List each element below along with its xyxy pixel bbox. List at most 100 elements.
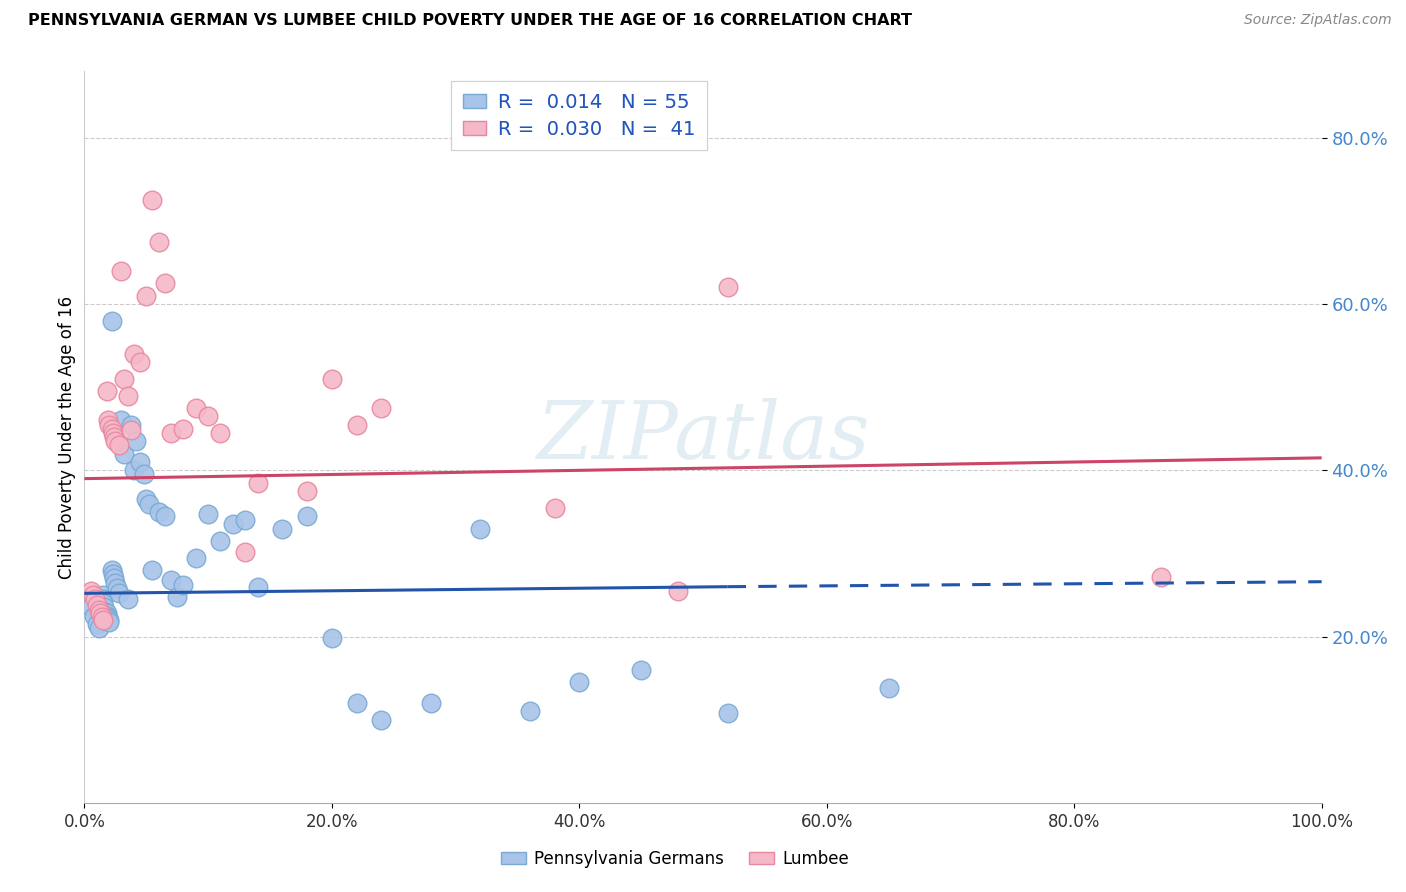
Point — [105, 582, 128, 596]
Point — [209, 425, 232, 440]
Y-axis label: Child Poverty Under the Age of 16: Child Poverty Under the Age of 16 — [58, 295, 76, 579]
Point — [132, 467, 155, 482]
Point — [717, 280, 740, 294]
Point — [94, 605, 117, 619]
Point — [89, 607, 111, 621]
Point — [125, 434, 148, 449]
Point — [110, 264, 132, 278]
Point — [98, 417, 121, 432]
Point — [419, 696, 441, 710]
Point — [97, 611, 120, 625]
Point — [233, 545, 256, 559]
Point — [101, 567, 124, 582]
Point — [141, 563, 163, 577]
Point — [184, 550, 207, 565]
Point — [97, 413, 120, 427]
Point — [184, 401, 207, 415]
Point — [135, 492, 157, 507]
Point — [104, 434, 127, 449]
Point — [112, 372, 135, 386]
Point — [1150, 570, 1173, 584]
Point — [295, 484, 318, 499]
Point — [104, 575, 127, 590]
Point — [117, 388, 139, 402]
Legend: Pennsylvania Germans, Lumbee: Pennsylvania Germans, Lumbee — [494, 844, 856, 875]
Point — [120, 417, 142, 432]
Point — [209, 533, 232, 548]
Point — [96, 384, 118, 399]
Point — [117, 592, 139, 607]
Point — [122, 463, 145, 477]
Point — [246, 580, 269, 594]
Point — [519, 705, 541, 719]
Point — [346, 696, 368, 710]
Point — [321, 632, 343, 646]
Point — [630, 663, 652, 677]
Legend: R =  0.014   N = 55, R =  0.030   N =  41: R = 0.014 N = 55, R = 0.030 N = 41 — [451, 81, 707, 150]
Point — [233, 513, 256, 527]
Point — [172, 422, 194, 436]
Point — [86, 617, 108, 632]
Point — [246, 475, 269, 490]
Point — [568, 675, 591, 690]
Point — [98, 613, 121, 627]
Point — [91, 596, 114, 610]
Point — [141, 193, 163, 207]
Point — [197, 409, 219, 424]
Point — [346, 417, 368, 432]
Point — [91, 592, 114, 607]
Text: ZIPatlas: ZIPatlas — [536, 399, 870, 475]
Point — [166, 590, 188, 604]
Point — [370, 713, 392, 727]
Point — [79, 600, 101, 615]
Point — [89, 621, 111, 635]
Point — [84, 592, 107, 607]
Point — [91, 588, 114, 602]
Point — [101, 425, 124, 440]
Point — [100, 563, 122, 577]
Point — [91, 613, 114, 627]
Point — [103, 430, 125, 444]
Point — [138, 497, 160, 511]
Point — [153, 277, 176, 291]
Point — [172, 578, 194, 592]
Point — [100, 422, 122, 436]
Point — [120, 424, 142, 438]
Text: PENNSYLVANIA GERMAN VS LUMBEE CHILD POVERTY UNDER THE AGE OF 16 CORRELATION CHAR: PENNSYLVANIA GERMAN VS LUMBEE CHILD POVE… — [28, 13, 912, 29]
Point — [96, 607, 118, 621]
Point — [110, 413, 132, 427]
Point — [122, 347, 145, 361]
Point — [877, 681, 900, 695]
Point — [103, 571, 125, 585]
Point — [153, 509, 176, 524]
Point — [717, 706, 740, 720]
Point — [90, 609, 112, 624]
Point — [666, 583, 689, 598]
Point — [108, 586, 131, 600]
Point — [148, 235, 170, 249]
Point — [370, 401, 392, 415]
Point — [197, 507, 219, 521]
Point — [129, 355, 152, 369]
Point — [100, 314, 122, 328]
Point — [83, 608, 105, 623]
Point — [543, 500, 565, 515]
Point — [222, 517, 245, 532]
Point — [112, 447, 135, 461]
Point — [96, 608, 118, 623]
Point — [86, 598, 108, 612]
Point — [160, 573, 183, 587]
Point — [98, 615, 121, 629]
Point — [148, 505, 170, 519]
Point — [129, 455, 152, 469]
Point — [321, 372, 343, 386]
Point — [82, 588, 104, 602]
Point — [93, 600, 115, 615]
Point — [135, 289, 157, 303]
Point — [470, 521, 492, 535]
Point — [295, 509, 318, 524]
Point — [79, 583, 101, 598]
Point — [89, 603, 111, 617]
Point — [271, 521, 294, 535]
Point — [160, 425, 183, 440]
